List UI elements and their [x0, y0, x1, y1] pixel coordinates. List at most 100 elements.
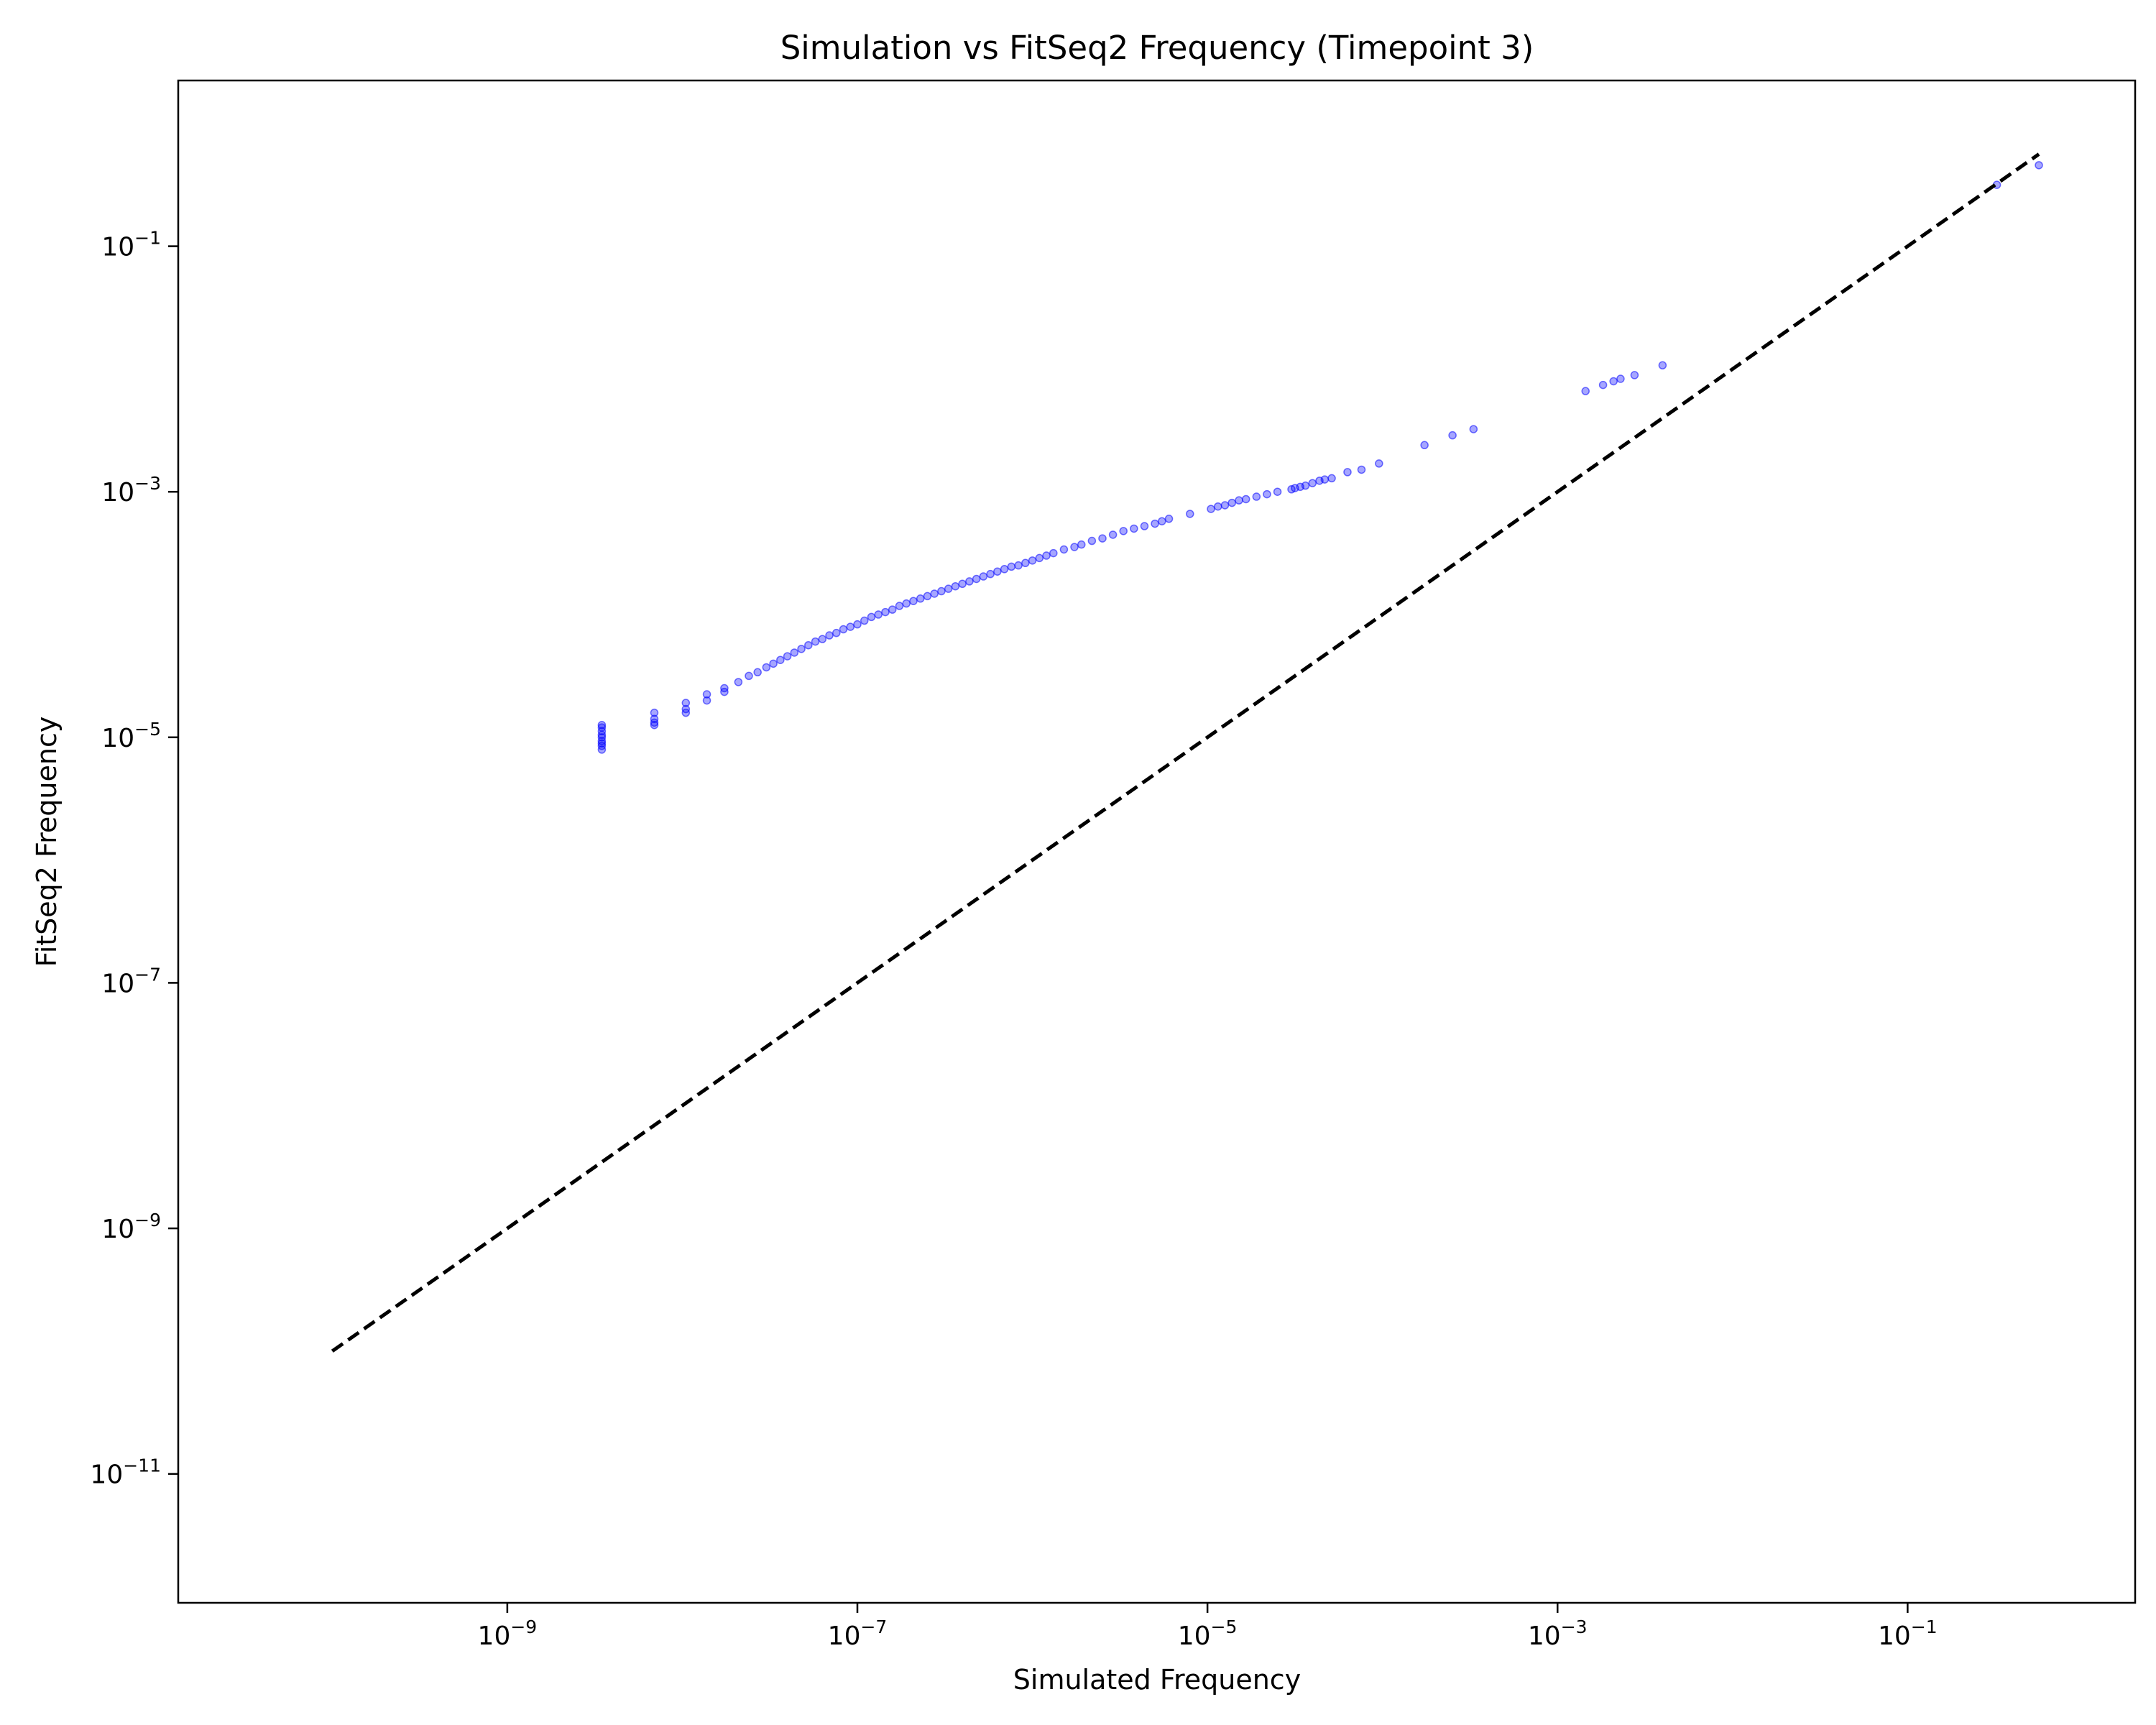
data-point: [1301, 481, 1310, 490]
y-axis-ticks: 10−1 10−3 10−5 10−7 10−9 10−11: [90, 228, 178, 1490]
data-point: [916, 594, 925, 603]
x-axis-label: Simulated Frequency: [1013, 1664, 1301, 1696]
data-point: [825, 631, 834, 640]
data-point: [1658, 361, 1667, 370]
data-point: [1469, 425, 1478, 433]
data-point: [597, 723, 607, 732]
data-point: [1049, 548, 1058, 558]
data-point: [776, 656, 785, 664]
scatter-points: [597, 161, 2043, 754]
data-point: [1140, 522, 1149, 530]
data-point: [832, 628, 841, 638]
y-tick-label: 10−5: [101, 719, 161, 753]
data-point: [1227, 498, 1236, 507]
data-point: [597, 739, 607, 748]
data-point: [1077, 540, 1086, 549]
reference-line-dashed: [331, 152, 2040, 1353]
data-point: [1007, 562, 1016, 571]
data-point: [818, 635, 827, 643]
data-point: [986, 569, 995, 579]
data-point: [1581, 387, 1590, 395]
data-point: [597, 730, 607, 740]
data-point: [650, 720, 659, 730]
data-point: [734, 678, 743, 686]
data-point: [874, 610, 883, 619]
plot-area-frame: [177, 79, 2137, 1604]
x-tick-label: 10−3: [1528, 1616, 1588, 1651]
data-point: [681, 699, 691, 707]
data-point: [1087, 536, 1097, 546]
data-point: [1273, 487, 1282, 496]
data-point: [888, 605, 897, 614]
data-point: [1320, 475, 1330, 484]
data-point: [902, 599, 911, 608]
data-point: [811, 637, 820, 646]
data-point: [965, 577, 974, 586]
data-point: [783, 652, 792, 661]
chart-title: Simulation vs FitSeq2 Frequency (Timepoi…: [780, 29, 1534, 67]
data-point: [597, 742, 607, 750]
data-point: [753, 668, 762, 677]
data-point: [1042, 551, 1051, 560]
x-axis-ticks: 10−9 10−7 10−5 10−3 10−1: [478, 1603, 1938, 1651]
data-point: [1207, 505, 1215, 513]
data-point: [1235, 496, 1243, 505]
data-point: [1448, 431, 1457, 440]
data-point: [944, 584, 953, 593]
data-point: [650, 718, 659, 727]
data-point: [930, 589, 939, 598]
data-point: [1098, 534, 1107, 543]
data-point: [1213, 502, 1222, 511]
data-point: [923, 592, 932, 601]
y-tick-label: 10−11: [90, 1455, 161, 1490]
data-point: [1420, 441, 1429, 450]
data-point: [769, 659, 778, 668]
data-point: [797, 645, 806, 653]
data-point: [720, 687, 729, 696]
y-tick-label: 10−9: [101, 1210, 161, 1244]
data-point: [1343, 468, 1352, 477]
data-point: [951, 581, 960, 591]
data-point: [1241, 494, 1250, 504]
data-point: [1252, 492, 1261, 501]
data-point: [1070, 543, 1079, 551]
data-point: [1158, 517, 1166, 525]
data-point: [909, 597, 918, 605]
data-point: [1119, 527, 1128, 535]
data-point: [979, 572, 988, 581]
data-point: [1327, 474, 1336, 483]
data-point: [1609, 377, 1618, 386]
data-point: [1028, 556, 1037, 565]
data-point: [1220, 501, 1230, 510]
x-tick-label: 10−1: [1878, 1616, 1938, 1651]
data-point: [867, 612, 876, 622]
y-tick-label: 10−7: [101, 964, 161, 998]
data-point: [2035, 161, 2043, 170]
data-point: [846, 622, 855, 631]
y-tick-label: 10−1: [101, 228, 161, 262]
data-point: [1598, 380, 1608, 390]
data-point: [1308, 479, 1317, 487]
data-point: [853, 620, 862, 629]
data-point: [1000, 565, 1009, 574]
data-point: [597, 720, 607, 730]
data-point: [1164, 515, 1174, 523]
y-axis-label: FitSeq2 Frequency: [31, 717, 63, 967]
data-point: [1616, 374, 1625, 383]
data-point: [1021, 558, 1030, 568]
data-point: [762, 663, 771, 672]
data-point: [1186, 510, 1194, 518]
data-point: [860, 616, 869, 625]
data-point: [650, 708, 659, 717]
data-point: [1375, 459, 1383, 468]
data-point: [972, 574, 981, 584]
data-point: [804, 640, 813, 650]
data-point: [881, 607, 890, 617]
data-point: [790, 648, 799, 657]
data-point: [1357, 465, 1366, 474]
data-point: [1630, 371, 1639, 380]
data-point: [1108, 530, 1118, 539]
data-point: [1059, 545, 1069, 554]
